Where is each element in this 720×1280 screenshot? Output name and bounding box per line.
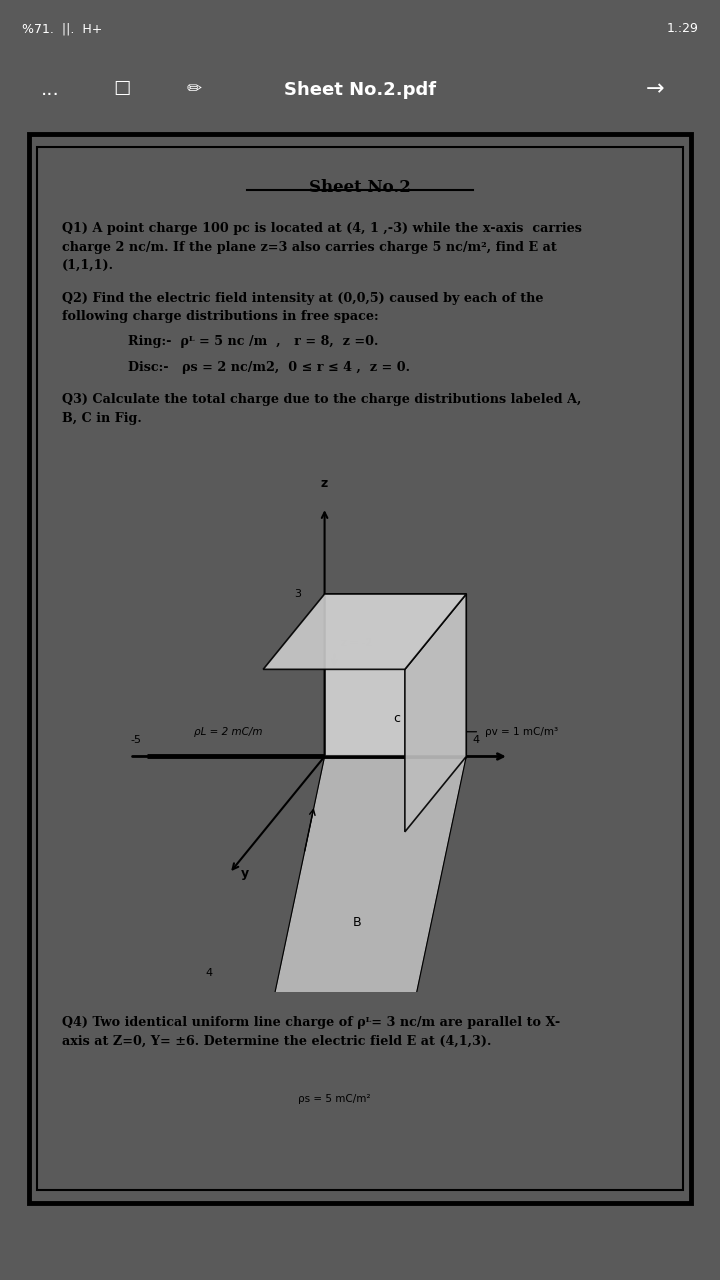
Text: %71.  ||.  H+: %71. ||. H+ — [22, 22, 102, 36]
Text: 4: 4 — [472, 735, 480, 745]
Text: 4: 4 — [205, 968, 212, 978]
Text: z: z — [321, 476, 328, 490]
Text: Ring:-  ρᴸ = 5 nc /m  ,   r = 8,  z =0.: Ring:- ρᴸ = 5 nc /m , r = 8, z =0. — [128, 335, 379, 348]
Text: -5: -5 — [130, 735, 142, 745]
Text: Q3) Calculate the total charge due to the charge distributions labeled A,
B, C i: Q3) Calculate the total charge due to th… — [62, 393, 581, 425]
Text: c: c — [393, 712, 400, 724]
Text: Q2) Find the electric field intensity at (0,0,5) caused by each of the
following: Q2) Find the electric field intensity at… — [62, 292, 544, 323]
Text: y: y — [241, 867, 249, 879]
Text: ...: ... — [41, 81, 60, 99]
Polygon shape — [325, 594, 467, 756]
Text: Disc:-   ρs = 2 nc/m2,  0 ≤ r ≤ 4 ,  z = 0.: Disc:- ρs = 2 nc/m2, 0 ≤ r ≤ 4 , z = 0. — [128, 361, 410, 374]
Text: ρL = 2 mC/m: ρL = 2 mC/m — [194, 727, 263, 737]
Text: ρs = 5 mC/m²: ρs = 5 mC/m² — [298, 1094, 371, 1105]
Text: Sheet No.2.pdf: Sheet No.2.pdf — [284, 81, 436, 99]
Text: Q1) A point charge 100 pc is located at (4, 1 ,-3) while the x-axis  carries
cha: Q1) A point charge 100 pc is located at … — [62, 221, 582, 273]
Text: ☐: ☐ — [114, 81, 131, 99]
Polygon shape — [264, 756, 467, 1048]
Text: ρv = 1 mC/m³: ρv = 1 mC/m³ — [485, 727, 558, 737]
Text: 3: 3 — [294, 589, 301, 599]
Polygon shape — [405, 594, 467, 832]
Text: 1.:29: 1.:29 — [667, 22, 698, 36]
Text: Sheet No.2: Sheet No.2 — [309, 179, 411, 196]
Text: ✏: ✏ — [186, 81, 202, 99]
Text: →: → — [646, 79, 665, 100]
Polygon shape — [264, 594, 467, 669]
Text: Q4) Two identical uniform line charge of ρᴸ= 3 nc/m are parallel to X-
axis at Z: Q4) Two identical uniform line charge of… — [62, 1016, 560, 1047]
Text: B: B — [353, 916, 361, 929]
Text: z = -2: z = -2 — [341, 639, 372, 649]
